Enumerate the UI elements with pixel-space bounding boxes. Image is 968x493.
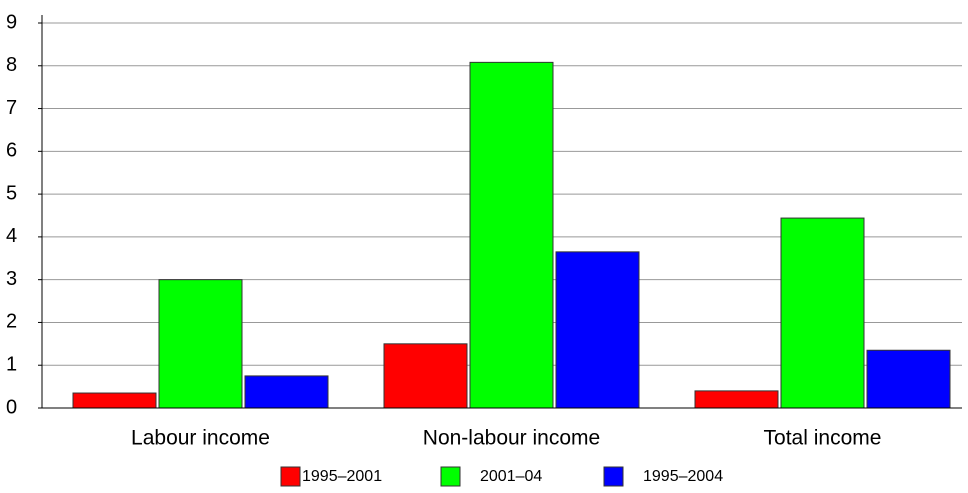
legend-label: 2001–04 bbox=[480, 468, 542, 485]
bar bbox=[469, 61, 554, 409]
y-tick-label: 7 bbox=[6, 97, 17, 119]
y-tick-label: 1 bbox=[6, 354, 17, 376]
y-tick-label: 5 bbox=[6, 182, 17, 204]
y-tick-label: 8 bbox=[6, 54, 17, 76]
y-tick-label: 4 bbox=[6, 225, 17, 247]
y-tick-label: 6 bbox=[6, 140, 17, 162]
bar bbox=[866, 349, 951, 409]
bar bbox=[244, 375, 329, 409]
y-tick-label: 0 bbox=[6, 396, 17, 418]
bar bbox=[72, 392, 157, 409]
legend-swatch bbox=[603, 466, 624, 487]
bar bbox=[555, 251, 640, 409]
x-tick-label: Total income bbox=[764, 427, 882, 450]
y-tick-label: 3 bbox=[6, 268, 17, 290]
y-tick-label: 9 bbox=[6, 11, 17, 33]
legend-swatch bbox=[280, 466, 301, 487]
y-tick-label: 2 bbox=[6, 311, 17, 333]
bar bbox=[780, 217, 865, 409]
bar bbox=[383, 343, 468, 409]
bar bbox=[158, 279, 243, 409]
x-tick-label: Labour income bbox=[131, 427, 270, 450]
x-tick-label: Non-labour income bbox=[423, 427, 600, 450]
legend-label: 1995–2004 bbox=[643, 468, 723, 485]
bar bbox=[694, 390, 779, 409]
legend-swatch bbox=[440, 466, 461, 487]
legend-label: 1995–2001 bbox=[302, 468, 382, 485]
